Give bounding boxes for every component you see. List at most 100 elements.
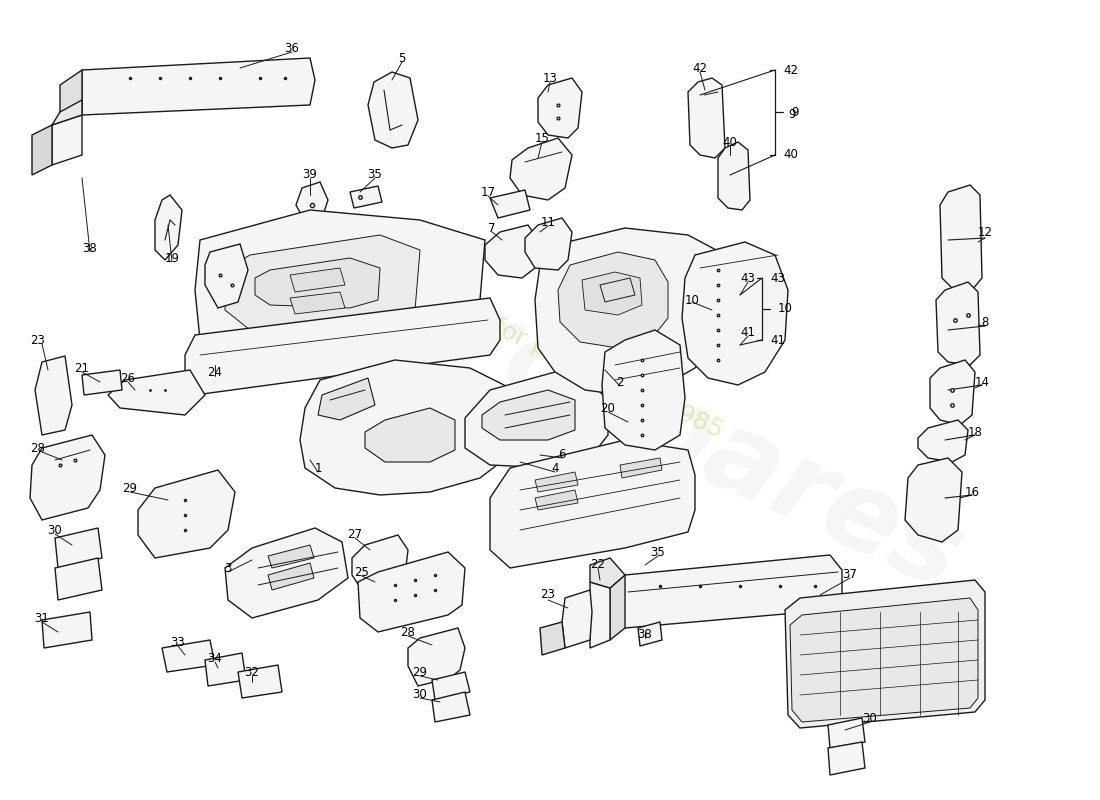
Text: 32: 32	[244, 666, 260, 678]
Polygon shape	[318, 378, 375, 420]
Text: 7: 7	[488, 222, 496, 234]
Text: 20: 20	[601, 402, 615, 414]
Polygon shape	[268, 545, 313, 568]
Polygon shape	[55, 558, 102, 600]
Text: 30: 30	[412, 689, 428, 702]
Text: 28: 28	[400, 626, 416, 638]
Polygon shape	[358, 552, 465, 632]
Text: 10: 10	[778, 302, 793, 315]
Polygon shape	[620, 458, 662, 478]
Polygon shape	[408, 628, 465, 686]
Polygon shape	[785, 580, 984, 728]
Text: 35: 35	[367, 169, 383, 182]
Polygon shape	[290, 268, 345, 292]
Polygon shape	[162, 640, 214, 672]
Polygon shape	[368, 72, 418, 148]
Text: 9: 9	[791, 106, 799, 118]
Text: 25: 25	[354, 566, 370, 578]
Polygon shape	[42, 612, 92, 648]
Polygon shape	[290, 292, 345, 314]
Text: 11: 11	[540, 215, 556, 229]
Polygon shape	[558, 252, 668, 348]
Polygon shape	[905, 458, 962, 542]
Text: 6: 6	[558, 449, 565, 462]
Text: 29: 29	[122, 482, 138, 494]
Polygon shape	[688, 78, 725, 158]
Polygon shape	[828, 718, 865, 748]
Text: 37: 37	[843, 569, 857, 582]
Text: 28: 28	[31, 442, 45, 454]
Polygon shape	[930, 360, 975, 425]
Text: 39: 39	[302, 169, 318, 182]
Polygon shape	[715, 278, 752, 345]
Text: 38: 38	[82, 242, 98, 254]
Polygon shape	[490, 440, 695, 568]
Text: 23: 23	[31, 334, 45, 346]
Polygon shape	[185, 298, 501, 395]
Polygon shape	[350, 186, 382, 208]
Polygon shape	[55, 528, 102, 568]
Text: eurospares: eurospares	[297, 219, 979, 613]
Polygon shape	[35, 356, 72, 435]
Polygon shape	[52, 115, 82, 165]
Polygon shape	[82, 370, 122, 395]
Text: 2: 2	[616, 375, 624, 389]
Text: 19: 19	[165, 251, 179, 265]
Text: 18: 18	[968, 426, 982, 438]
Text: 10: 10	[684, 294, 700, 306]
Polygon shape	[465, 372, 608, 468]
Polygon shape	[828, 742, 865, 775]
Text: 3: 3	[224, 562, 232, 574]
Polygon shape	[155, 195, 182, 260]
Text: a passion for parts since 1985: a passion for parts since 1985	[374, 261, 726, 443]
Text: 26: 26	[121, 371, 135, 385]
Polygon shape	[535, 490, 578, 510]
Polygon shape	[52, 100, 82, 125]
Polygon shape	[682, 242, 788, 385]
Polygon shape	[432, 692, 470, 722]
Polygon shape	[226, 528, 348, 618]
Text: 15: 15	[535, 131, 549, 145]
Text: 31: 31	[34, 611, 50, 625]
Text: 8: 8	[981, 315, 989, 329]
Text: 42: 42	[693, 62, 707, 74]
Polygon shape	[600, 278, 635, 302]
Text: 43: 43	[770, 271, 785, 285]
Text: 24: 24	[208, 366, 222, 378]
Text: 16: 16	[965, 486, 979, 498]
Polygon shape	[590, 558, 625, 588]
Text: 17: 17	[481, 186, 495, 198]
Polygon shape	[226, 235, 420, 330]
Text: 35: 35	[650, 546, 666, 558]
Polygon shape	[432, 672, 470, 700]
Text: 27: 27	[348, 529, 363, 542]
Text: 41: 41	[740, 326, 756, 338]
Polygon shape	[82, 58, 315, 115]
Polygon shape	[238, 665, 282, 698]
Polygon shape	[138, 470, 235, 558]
Polygon shape	[255, 258, 380, 308]
Polygon shape	[538, 78, 582, 138]
Text: 1: 1	[315, 462, 321, 474]
Polygon shape	[485, 225, 538, 278]
Text: 23: 23	[540, 589, 556, 602]
Text: 30: 30	[862, 711, 878, 725]
Polygon shape	[582, 272, 642, 315]
Text: 43: 43	[740, 271, 756, 285]
Text: 12: 12	[978, 226, 992, 238]
Text: 5: 5	[398, 51, 406, 65]
Polygon shape	[296, 182, 328, 220]
Polygon shape	[610, 575, 625, 640]
Text: 40: 40	[723, 135, 737, 149]
Text: 14: 14	[975, 375, 990, 389]
Polygon shape	[535, 472, 578, 492]
Polygon shape	[936, 282, 980, 365]
Polygon shape	[205, 653, 246, 686]
Text: 41: 41	[770, 334, 785, 346]
Polygon shape	[490, 190, 530, 218]
Text: 13: 13	[542, 71, 558, 85]
Polygon shape	[562, 590, 592, 648]
Polygon shape	[718, 142, 750, 210]
Polygon shape	[268, 563, 313, 590]
Polygon shape	[60, 70, 82, 130]
